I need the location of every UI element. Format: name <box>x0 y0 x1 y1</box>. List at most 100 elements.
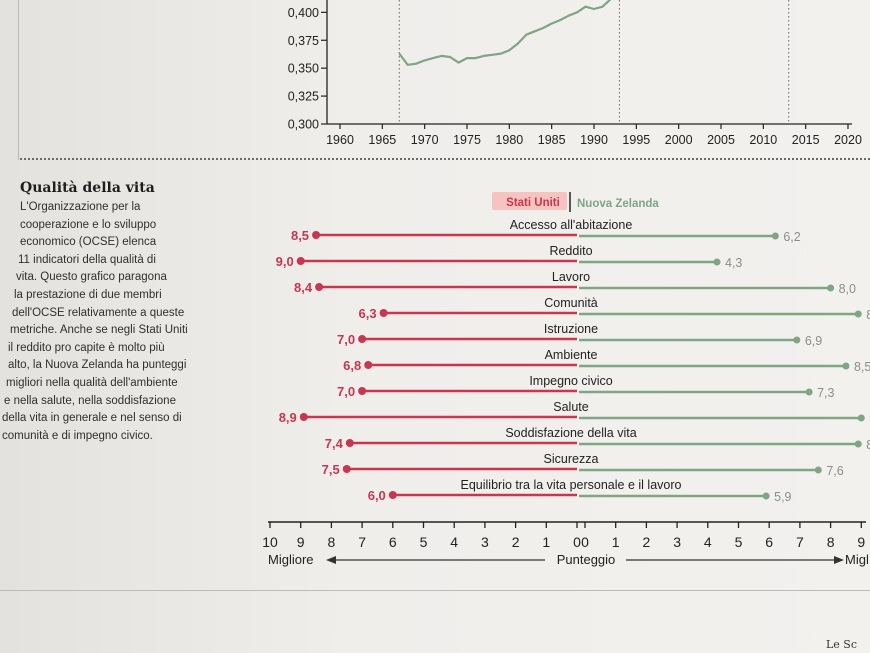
usa-dot <box>296 257 305 265</box>
x-tick-label: 1985 <box>538 133 566 147</box>
sidebar-line: economico (OCSE) elenca <box>20 236 157 249</box>
score-tick-label: 3 <box>481 534 489 550</box>
score-tick-label: 4 <box>704 534 712 550</box>
score-tick-label: 8 <box>827 534 835 550</box>
x-tick-label: 2000 <box>665 133 693 147</box>
sidebar: Qualità della vita L'Organizzazione per … <box>2 180 212 445</box>
nz-dot <box>842 362 850 370</box>
score-tick-label: 7 <box>358 534 366 550</box>
usa-dot <box>342 465 351 473</box>
nz-value-label: 6,9 <box>805 334 822 348</box>
category-label: Sicurezza <box>544 452 599 466</box>
category-label: Impegno civico <box>529 374 612 388</box>
series-line <box>398 0 612 66</box>
score-tick-label: 5 <box>420 534 428 550</box>
nz-value-label: 4,3 <box>725 256 742 270</box>
left-arrow-head <box>326 556 336 564</box>
sidebar-line: metriche. Anche se negli Stati Uniti <box>10 324 188 337</box>
usa-value-label: 6,8 <box>343 358 361 373</box>
nz-dot <box>805 388 813 396</box>
usa-dot <box>358 335 367 343</box>
sidebar-line: e nella salute, nella soddisfazione <box>4 394 176 407</box>
category-label: Comunità <box>544 296 598 310</box>
quality-of-life-chart: Stati Uniti Nuova Zelanda Accesso all'ab… <box>262 192 870 567</box>
score-tick-label: 2 <box>512 534 520 550</box>
score-tick-label: 8 <box>328 534 336 550</box>
usa-dot <box>315 283 324 291</box>
category-label: Soddisfazione della vita <box>505 426 636 440</box>
usa-dot <box>345 439 354 447</box>
usa-value-label: 6,3 <box>359 306 377 321</box>
sidebar-line: la prestazione di due membri <box>14 288 162 301</box>
category-label: Accesso all'abitazione <box>510 218 633 232</box>
score-tick-label: 5 <box>735 534 743 550</box>
sidebar-line: il reddito pro capite è molto più <box>8 341 165 354</box>
y-tick-label: 0,300 <box>288 118 319 132</box>
y-tick-label: 0,375 <box>288 34 319 48</box>
score-tick-label: 7 <box>796 534 804 550</box>
nz-dot <box>793 336 801 344</box>
sidebar-line: della vita in generale e nel senso di <box>2 412 182 425</box>
x-tick-label: 1970 <box>411 133 439 147</box>
category-label: Lavoro <box>552 270 590 284</box>
legend-usa-highlight <box>492 192 567 210</box>
score-tick-label: 3 <box>673 534 681 550</box>
right-arrow-head <box>834 556 844 564</box>
category-label: Ambiente <box>545 348 598 362</box>
x-tick-label: 2005 <box>707 133 735 147</box>
nz-value-label: 8,9 <box>866 308 870 322</box>
sidebar-line: L'Organizzazione per la <box>20 201 141 213</box>
sidebar-title: Qualità della vita <box>20 180 155 196</box>
left-label: Migliore <box>268 552 314 567</box>
nz-dot <box>713 258 721 266</box>
category-label: Salute <box>553 400 588 414</box>
section-separator <box>20 158 870 160</box>
y-tick-label: 0,325 <box>288 90 319 104</box>
category-label: Reddito <box>549 244 592 258</box>
sidebar-line: comunità e di impegno civico. <box>2 429 153 442</box>
score-tick-label: 0 <box>581 534 589 550</box>
category-label: Istruzione <box>544 322 598 336</box>
sidebar-line: cooperazione e lo sviluppo <box>20 218 157 231</box>
sidebar-line: 11 indicatori della qualità di <box>18 253 156 266</box>
nz-value-label: 8,9 <box>866 438 870 452</box>
nz-dot <box>814 466 822 474</box>
nz-value-label: 7,6 <box>826 464 843 478</box>
x-tick-label: 1965 <box>368 133 396 147</box>
nz-value-label: 8,0 <box>839 282 856 296</box>
nz-value-label: 8,5 <box>854 360 870 374</box>
usa-dot <box>364 361 373 369</box>
nz-value-label: 6,2 <box>783 230 800 244</box>
score-tick-label: 9 <box>297 534 305 550</box>
legend-nz: Nuova Zelanda <box>577 198 659 210</box>
nz-value-label: 7,3 <box>817 386 834 400</box>
usa-dot <box>379 309 388 317</box>
usa-value-label: 7,0 <box>337 384 355 399</box>
score-tick-label: 1 <box>542 534 550 550</box>
bottom-rule <box>0 590 870 591</box>
usa-value-label: 9,0 <box>276 254 294 269</box>
footer-text: Le Sc <box>826 638 858 651</box>
nz-dot <box>771 232 779 240</box>
x-tick-label: 1980 <box>495 133 523 147</box>
nz-dot <box>827 284 835 292</box>
usa-value-label: 7,0 <box>337 332 355 347</box>
score-tick-label: 0 <box>573 534 581 550</box>
y-tick-label: 0,400 <box>288 6 319 20</box>
x-tick-label: 1990 <box>580 133 608 147</box>
usa-value-label: 7,4 <box>325 436 344 451</box>
usa-value-label: 8,9 <box>279 410 297 425</box>
sidebar-line: vita. Questo grafico paragona <box>16 271 167 284</box>
score-tick-label: 10 <box>262 534 278 550</box>
usa-dot <box>358 387 367 395</box>
x-tick-label: 2010 <box>749 133 777 147</box>
score-tick-label: 1 <box>612 534 620 550</box>
sidebar-line: migliori nella qualità dell'ambiente <box>6 376 178 389</box>
nz-dot <box>857 414 865 422</box>
x-tick-label: 2015 <box>792 133 820 147</box>
nz-dot <box>854 440 862 448</box>
x-tick-label: 2020 <box>834 133 862 147</box>
usa-value-label: 8,5 <box>291 228 309 243</box>
usa-value-label: 8,4 <box>294 280 313 295</box>
